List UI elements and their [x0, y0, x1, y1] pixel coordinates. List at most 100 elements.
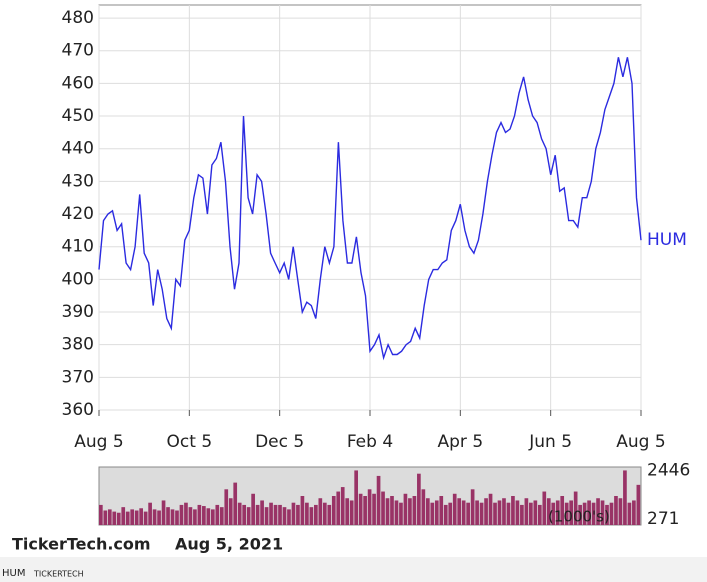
- volume-bar: [197, 504, 202, 525]
- volume-bar: [372, 493, 376, 525]
- volume-bar: [394, 500, 399, 525]
- series-label: HUM: [647, 230, 687, 250]
- volume-bar: [403, 493, 408, 525]
- y-tick-label: 360: [62, 400, 94, 420]
- volume-bar: [331, 496, 336, 525]
- volume-bar: [506, 502, 511, 525]
- volume-bar: [358, 493, 363, 525]
- volume-bar: [475, 500, 479, 525]
- volume-bar: [327, 504, 332, 525]
- price-line: [98, 57, 642, 361]
- volume-bar: [255, 504, 260, 525]
- volume-bar: [184, 502, 188, 525]
- volume-bar: [134, 510, 139, 525]
- volume-bar: [520, 504, 524, 525]
- volume-bar: [291, 502, 296, 525]
- volume-bar: [237, 502, 242, 525]
- y-tick-label: 440: [62, 139, 94, 159]
- x-tick-label: Apr 5: [438, 432, 484, 452]
- volume-bar: [349, 500, 354, 525]
- volume-bar: [399, 502, 403, 525]
- y-tick-label: 400: [62, 269, 94, 289]
- volume-bar: [466, 502, 470, 525]
- volume-bar: [461, 500, 466, 525]
- volume-bar: [484, 498, 488, 525]
- volume-bar: [546, 498, 551, 525]
- y-tick-label: 420: [62, 204, 94, 224]
- volume-bar: [582, 502, 587, 525]
- volume-bar: [309, 507, 314, 525]
- volume-bar: [224, 489, 229, 525]
- y-tick-label: 370: [62, 367, 94, 387]
- y-tick-label: 430: [62, 171, 94, 191]
- volume-bar: [282, 507, 287, 525]
- volume-bar: [206, 508, 211, 525]
- volume-bar: [354, 470, 359, 525]
- volume-bar: [560, 496, 565, 525]
- footer-bar: [0, 557, 707, 582]
- volume-bar: [430, 502, 435, 525]
- y-tick-label: 480: [62, 8, 94, 28]
- volume-bar: [318, 498, 323, 525]
- volume-bar: [175, 510, 179, 525]
- volume-bar: [434, 500, 439, 525]
- volume-bar: [439, 496, 444, 525]
- volume-bar: [591, 502, 596, 525]
- volume-bar: [215, 504, 220, 525]
- volume-bar: [121, 507, 126, 525]
- volume-bar: [112, 511, 117, 525]
- volume-bar: [219, 507, 224, 525]
- volume-bar: [170, 509, 175, 525]
- volume-bar: [148, 502, 152, 525]
- volume-bar: [614, 496, 618, 525]
- volume-bar: [421, 489, 426, 525]
- volume-bar: [502, 498, 506, 525]
- volume-bar: [251, 493, 255, 525]
- volume-bar: [278, 504, 282, 525]
- volume-bar: [551, 502, 556, 525]
- volume-bar: [573, 491, 578, 525]
- volume-bar: [497, 500, 502, 525]
- volume-bar: [569, 500, 574, 525]
- credit: TickerTech.com: [12, 535, 151, 554]
- y-tick-label: 2446: [647, 460, 690, 480]
- y-tick-label: 380: [62, 335, 94, 355]
- volume-bar: [425, 498, 430, 525]
- volume-bar: [188, 507, 193, 525]
- volume-bar: [202, 506, 206, 525]
- y-tick-label: 470: [62, 41, 94, 61]
- volume-bar: [246, 507, 251, 525]
- volume-bar: [367, 489, 372, 525]
- volume-bar: [488, 493, 493, 525]
- volume-bar: [470, 489, 475, 525]
- volume-bar: [314, 504, 318, 525]
- volume-bar: [632, 500, 636, 525]
- y-tick-label: 390: [62, 302, 94, 322]
- x-tick-label: Feb 4: [347, 432, 393, 452]
- volume-bar: [533, 500, 538, 525]
- volume-bar: [417, 473, 421, 525]
- volume-bar: [609, 502, 614, 525]
- volume-bar: [600, 500, 605, 525]
- volume-bar: [578, 504, 582, 525]
- volume-bar: [143, 511, 148, 525]
- volume-bar: [555, 500, 560, 525]
- x-tick-label: Dec 5: [255, 432, 304, 452]
- volume-bar: [193, 509, 197, 525]
- volume-bar: [296, 504, 300, 525]
- volume-bar: [412, 496, 417, 525]
- volume-bar: [210, 509, 215, 525]
- volume-bar: [139, 508, 143, 525]
- volume-bar: [408, 498, 412, 525]
- volume-bar: [161, 500, 166, 525]
- volume-bar: [130, 509, 135, 525]
- volume-bar: [537, 504, 542, 525]
- volume-bar: [107, 509, 112, 525]
- volume-bar: [179, 504, 184, 525]
- volume-bar: [524, 498, 529, 525]
- y-tick-label: 450: [62, 106, 94, 126]
- volume-bar: [336, 491, 341, 525]
- volume-bar: [264, 507, 269, 525]
- volume-bar: [363, 496, 367, 525]
- volume-bar: [260, 500, 264, 525]
